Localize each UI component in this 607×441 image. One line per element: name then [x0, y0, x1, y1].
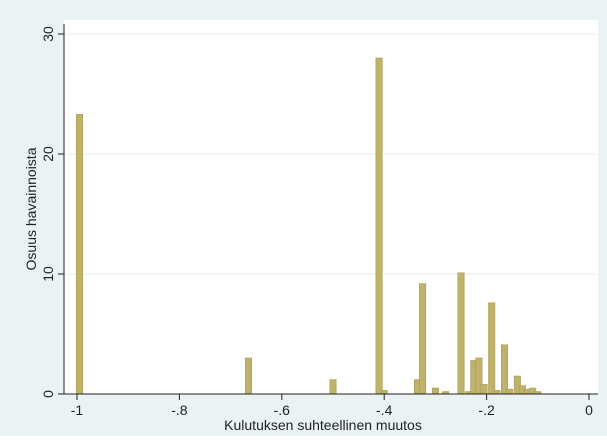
plot-area	[64, 20, 598, 394]
y-tick-label-3: 30	[40, 26, 56, 42]
bar-2	[329, 379, 337, 395]
bar-16	[501, 344, 509, 395]
axes	[63, 24, 598, 395]
gridlines	[64, 33, 598, 275]
bar-7	[431, 387, 439, 395]
bar-9	[457, 272, 465, 395]
y-tick-label-2: 20	[40, 146, 56, 162]
bar-17	[506, 388, 514, 395]
y-axis-label: Osuus havainnoista	[23, 147, 39, 270]
bar-6	[419, 283, 427, 395]
bar-13	[480, 384, 488, 395]
x-tick-label-2: -.6	[274, 402, 291, 418]
x-tick-label-5: 0	[585, 402, 593, 418]
y-tick-label-1: 10	[40, 266, 56, 282]
bar-3	[375, 57, 383, 395]
x-tick-label-0: -1	[71, 402, 84, 418]
x-axis-ticks: -1 -.8 -.6 -.4 -.2 0	[71, 394, 593, 418]
bar-15	[493, 390, 501, 395]
x-tick-label-4: -.2	[478, 402, 495, 418]
bar-14	[488, 302, 496, 395]
x-tick-label-3: -.4	[376, 402, 393, 418]
bar-1	[245, 357, 253, 395]
bar-4	[380, 390, 388, 395]
x-tick-label-1: -.8	[171, 402, 188, 418]
y-axis-ticks: 0 10 20 30	[40, 26, 64, 398]
bar-0	[76, 114, 84, 395]
x-axis-label: Kulutuksen suhteellinen muutos	[224, 417, 422, 433]
y-tick-label-0: 0	[40, 390, 56, 398]
